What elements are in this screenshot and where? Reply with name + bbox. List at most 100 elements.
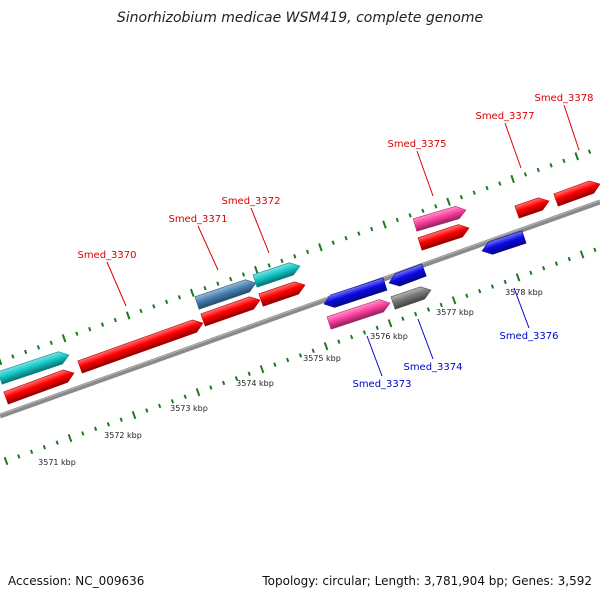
inner-tick bbox=[490, 284, 495, 289]
outer-tick bbox=[408, 213, 412, 218]
gene-arrow-forward bbox=[194, 279, 257, 310]
outer-tick bbox=[574, 152, 580, 161]
outer-tick bbox=[421, 208, 425, 214]
outer-tick bbox=[11, 354, 15, 359]
gene-arrow-reverse bbox=[326, 299, 391, 330]
leader-line bbox=[197, 225, 219, 271]
inner-tick bbox=[593, 247, 597, 253]
inner-tick bbox=[323, 342, 329, 351]
outer-tick bbox=[459, 194, 464, 200]
outer-tick bbox=[395, 217, 399, 223]
leader-line bbox=[416, 150, 434, 197]
kbp-label: 3574 kbp bbox=[236, 379, 274, 388]
outer-tick bbox=[587, 149, 592, 154]
genome-stats-text: Topology: circular; Length: 3,781,904 bp… bbox=[262, 574, 592, 588]
outer-tick bbox=[305, 249, 310, 255]
gene-arrow-forward bbox=[252, 262, 301, 288]
inner-tick bbox=[29, 449, 34, 455]
kbp-label: 3577 kbp bbox=[436, 308, 474, 317]
leader-line bbox=[513, 287, 530, 329]
inner-tick bbox=[401, 316, 405, 321]
inner-tick bbox=[567, 256, 571, 262]
gene-arrows bbox=[0, 180, 600, 405]
inner-tick bbox=[81, 431, 85, 436]
leader-line bbox=[417, 318, 434, 360]
backbone-highlight bbox=[0, 200, 600, 415]
leader-line bbox=[504, 122, 522, 169]
inner-tick bbox=[106, 422, 111, 427]
outer-tick bbox=[549, 163, 553, 168]
inner-tick bbox=[465, 293, 469, 298]
outer-tick bbox=[24, 349, 28, 355]
inner-tick bbox=[93, 426, 98, 432]
gene-arrow-forward bbox=[200, 296, 261, 327]
outer-tick bbox=[165, 299, 169, 305]
outer-tick bbox=[75, 331, 79, 336]
outer-tick bbox=[177, 295, 182, 300]
outer-tick bbox=[229, 276, 233, 282]
inner-tick bbox=[311, 348, 315, 354]
tick-marks bbox=[0, 149, 597, 466]
inner-tick bbox=[3, 456, 9, 466]
gene-labels: Smed_3370 Smed_3371 Smed_3372 Smed_3375 Smed… bbox=[77, 93, 593, 390]
kbp-label: 3573 kbp bbox=[170, 404, 208, 413]
inner-tick bbox=[119, 417, 123, 422]
outer-tick bbox=[61, 334, 67, 343]
gene-label-forward: Smed_3371 bbox=[168, 214, 227, 225]
gene-arrow-reverse bbox=[323, 277, 388, 308]
inner-tick bbox=[131, 410, 137, 420]
outer-tick bbox=[254, 265, 259, 275]
outer-tick bbox=[434, 204, 438, 209]
leader-line bbox=[563, 104, 580, 151]
gene-arrow-forward bbox=[553, 180, 600, 207]
inner-tick bbox=[362, 330, 367, 335]
leader-line bbox=[366, 335, 383, 377]
inner-tick bbox=[375, 325, 379, 331]
inner-tick bbox=[273, 362, 277, 367]
inner-tick bbox=[554, 261, 559, 266]
outer-tick bbox=[446, 197, 451, 206]
inner-tick bbox=[183, 394, 187, 399]
outer-tick bbox=[318, 243, 323, 252]
inner-tick bbox=[234, 376, 239, 381]
inner-tick bbox=[42, 445, 47, 450]
kbp-label: 3575 kbp bbox=[303, 354, 341, 363]
outer-tick bbox=[100, 322, 105, 327]
outer-tick bbox=[523, 172, 528, 177]
kbp-label: 3572 kbp bbox=[104, 431, 142, 440]
inner-tick bbox=[387, 319, 393, 328]
kbp-label: 3571 kbp bbox=[38, 458, 76, 467]
gene-label-forward: Smed_3375 bbox=[387, 139, 446, 150]
outer-tick bbox=[88, 326, 92, 332]
gene-label-reverse: Smed_3376 bbox=[499, 331, 558, 342]
outer-tick bbox=[562, 158, 566, 164]
outer-tick bbox=[472, 190, 476, 195]
inner-tick bbox=[222, 380, 226, 386]
outer-tick bbox=[267, 263, 271, 268]
outer-tick bbox=[241, 272, 246, 277]
gene-arrow-forward bbox=[514, 197, 550, 219]
inner-tick bbox=[298, 353, 303, 358]
outer-tick bbox=[498, 181, 502, 186]
inner-tick bbox=[247, 371, 251, 376]
outer-tick bbox=[113, 317, 117, 323]
gene-label-forward: Smed_3378 bbox=[534, 93, 593, 104]
outer-tick bbox=[485, 185, 489, 191]
gene-arrow-forward bbox=[77, 319, 204, 374]
accession-text: Accession: NC_009636 bbox=[8, 574, 145, 588]
inner-tick bbox=[145, 408, 149, 413]
inner-tick bbox=[451, 296, 457, 305]
kbp-label: 3578 kbp bbox=[505, 288, 543, 297]
outer-tick bbox=[189, 288, 195, 297]
inner-tick bbox=[478, 288, 482, 294]
gene-label-forward: Smed_3377 bbox=[475, 111, 534, 122]
outer-tick bbox=[125, 311, 131, 320]
gene-arrow-forward bbox=[417, 224, 470, 251]
gene-arrow-reverse bbox=[388, 263, 427, 287]
genome-backbone bbox=[0, 199, 600, 419]
outer-tick bbox=[139, 308, 143, 314]
kbp-label: 3576 kbp bbox=[370, 332, 408, 341]
leader-line bbox=[250, 207, 270, 254]
gene-label-reverse: Smed_3373 bbox=[352, 379, 411, 390]
